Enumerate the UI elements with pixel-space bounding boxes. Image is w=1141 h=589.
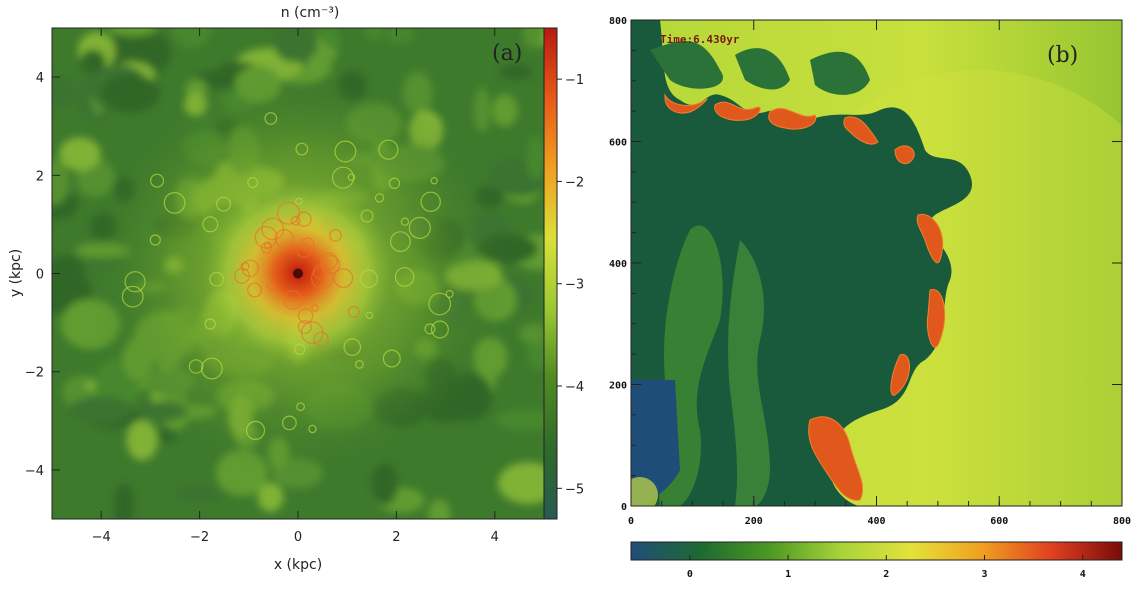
panel-b-xtick-label: 600 [990, 516, 1008, 527]
panel-b-filament [768, 107, 817, 130]
panel-a-xlabel: x (kpc) [274, 557, 322, 573]
panel-a-peak [293, 268, 303, 279]
panel-a-label: (a) [492, 41, 522, 66]
panel-b-xtick-label: 400 [867, 516, 885, 527]
panel-a-xtick-label: 0 [294, 530, 302, 545]
panel-b-filament [808, 416, 864, 501]
panel-a-colorbar-tick-label: −3 [565, 278, 584, 293]
panel-b-xtick-label: 800 [1113, 516, 1131, 527]
panel-a-ytick-label: 2 [36, 169, 44, 184]
panel-a-colorbar-tick-label: −1 [565, 73, 584, 88]
panel-a-ytick-label: −2 [25, 366, 44, 381]
panel-b-filament [926, 289, 946, 348]
panel-b-density-map [631, 20, 1122, 506]
panel-a-colorbar-tick-label: −2 [565, 175, 584, 190]
panel-a-xtick-label: −4 [92, 530, 111, 545]
panel-b-filament [916, 213, 944, 263]
panel-b-colorbar-tick-label: 2 [883, 569, 889, 580]
panel-b-filament [664, 93, 708, 114]
panel-a-colorbar-title: n (cm⁻³) [281, 5, 340, 21]
panel-b-axes: 0 200 400 600 800 0 200 400 600 800 [609, 16, 1131, 527]
panel-a-xtick-label: −2 [190, 530, 209, 545]
panel-a-ylabel: y (kpc) [8, 249, 24, 297]
panel-a-xtick-label: 4 [491, 530, 499, 545]
panel-a-density-map [52, 28, 544, 519]
panel-a-colorbar-ticks: −1 −2 −3 −4 −5 [557, 73, 584, 497]
panel-b-xtick-label: 200 [745, 516, 763, 527]
panel-b-time-label: Time:6.430yr [660, 33, 740, 46]
panel-b-filament [714, 101, 761, 121]
panel-b-filament [843, 116, 879, 145]
panel-b-ytick-label: 0 [621, 502, 627, 513]
panel-a: −4 −2 0 2 4 −4 −2 0 2 4 x (kpc) y (kpc) (a) n (cm… [8, 5, 584, 573]
panel-b-ytick-label: 800 [609, 16, 627, 27]
panel-b-colorbar-tick-label: 1 [785, 569, 791, 580]
panel-b-colorbar-tick-label: 4 [1080, 569, 1086, 580]
panel-a-colorbar-tick-label: −4 [565, 380, 584, 395]
panel-b-ytick-label: 400 [609, 259, 627, 270]
panel-a-ytick-label: −4 [25, 464, 44, 479]
panel-b-filament [894, 145, 915, 165]
panel-b-ytick-label: 200 [609, 381, 627, 392]
panel-a-ytick-label: 4 [36, 71, 44, 86]
panel-a-colorbar [543, 27, 558, 520]
panel-b-ytick-label: 600 [609, 138, 627, 149]
panel-a-xtick-label: 2 [392, 530, 400, 545]
panel-b-xtick-label: 0 [628, 516, 634, 527]
panel-b-colorbar [630, 541, 1123, 561]
panel-b-colorbar-tick-label: 0 [687, 569, 693, 580]
panel-b-label: (b) [1047, 43, 1078, 68]
panel-b-colorbar-tick-label: 3 [982, 569, 988, 580]
panel-b-filament [890, 354, 910, 396]
panel-a-axes: −4 −2 0 2 4 −4 −2 0 2 4 [25, 28, 499, 545]
panel-b-colorbar-ticks: 0 1 2 3 4 [687, 555, 1086, 580]
panel-a-colorbar-tick-label: −5 [565, 482, 584, 497]
panel-a-ytick-label: 0 [36, 268, 44, 283]
